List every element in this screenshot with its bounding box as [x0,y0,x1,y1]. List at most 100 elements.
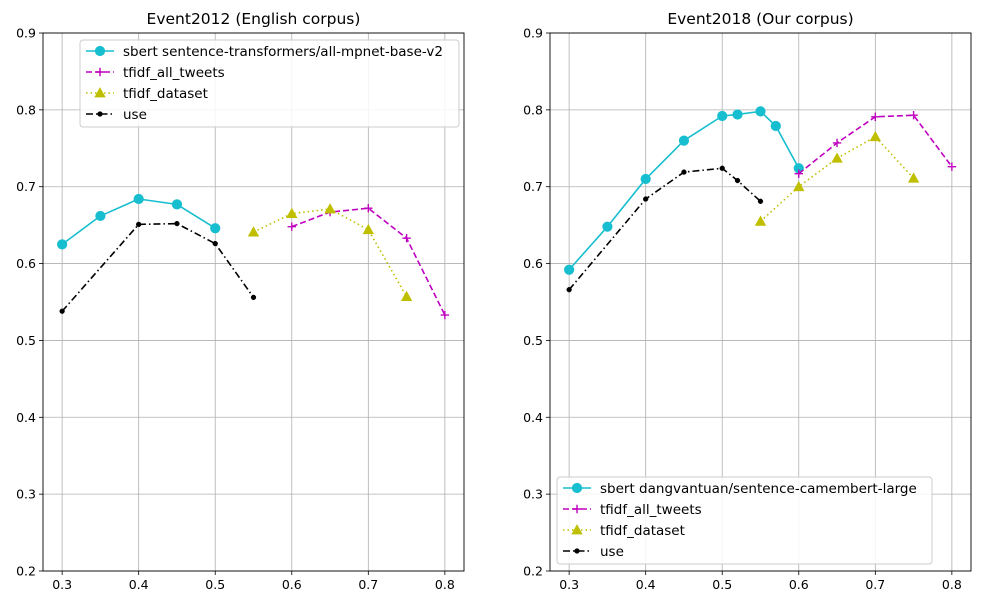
y-tick-label: 0.8 [523,102,543,117]
data-point [564,264,575,275]
y-tick-label: 0.3 [16,487,36,502]
y-tick-label: 0.6 [16,256,36,271]
data-point [174,220,180,227]
data-point [909,111,918,120]
legend-swatch-marker [574,548,580,554]
series-line [568,110,800,271]
data-point [719,165,725,171]
legend-label: sbert dangvantuan/sentence-camembert-lar… [600,481,917,497]
data-point [133,193,144,205]
data-point [869,130,881,142]
chart-title: Event2012 (English corpus) [147,10,361,28]
legend-swatch-marker [571,482,583,494]
series-1 [564,106,804,275]
x-tick-label: 0.5 [712,577,732,592]
y-tick-label: 0.7 [523,179,543,194]
legend-label: use [600,544,624,560]
chart-title: Event2018 (Our corpus) [667,10,853,28]
legend-box [556,476,933,565]
series-line [253,208,408,298]
series-1 [57,193,221,250]
series-3 [247,203,413,302]
series-3 [754,130,920,226]
legend-label: tfidf_dataset [123,86,208,102]
legend: sbert dangvantuan/sentence-camembert-lar… [556,476,933,565]
legend-label: sbert sentence-transformers/all-mpnet-ba… [123,44,443,60]
x-tick-label: 0.6 [282,577,302,592]
x-tick-label: 0.8 [942,577,962,592]
x-tick-label: 0.4 [636,577,656,592]
data-point [832,138,842,148]
y-tick-label: 0.3 [523,487,543,502]
legend-label: tfidf_dataset [600,523,685,539]
data-point [754,215,767,226]
x-tick-label: 0.3 [52,577,72,592]
data-point [871,112,880,121]
data-point [324,203,336,214]
x-tick-label: 0.7 [358,577,378,592]
data-point [250,294,257,301]
data-point [717,110,728,122]
legend-label: tfidf_all_tweets [600,502,702,518]
data-point [566,287,572,293]
chart-panel-2: Event2018 (Our corpus) 0.3 0.4 0.5 0.6 0.7 0.8… [523,10,972,592]
data-point [678,135,690,146]
legend-swatch-marker [571,524,583,535]
data-point [286,207,298,219]
y-tick-label: 0.4 [16,410,36,425]
y-tick-label: 0.7 [16,179,36,194]
series-line [759,135,915,222]
data-point [831,152,843,163]
data-point [734,177,741,184]
y-tick-label: 0.2 [523,564,543,579]
data-point [95,210,106,222]
data-point [440,310,450,320]
data-point [362,223,374,235]
legend-swatch-marker [95,67,105,77]
data-point [757,198,764,204]
data-point [287,222,296,231]
series-line [291,207,446,316]
data-point [794,169,803,178]
series-line [61,222,255,312]
data-point [640,173,651,185]
legend-swatch-marker [94,87,106,98]
data-point [732,109,743,120]
data-point [57,239,68,250]
data-point [364,204,373,213]
data-point [212,240,218,247]
legend: sbert sentence-transformers/all-mpnet-ba… [79,39,460,128]
y-tick-label: 0.5 [16,333,36,348]
series-4 [566,165,764,293]
y-tick-label: 0.9 [523,26,543,41]
data-point [681,169,687,175]
x-tick-label: 0.5 [205,577,225,592]
x-tick-label: 0.3 [559,577,579,592]
y-tick-label: 0.8 [16,102,36,117]
series-4 [59,220,257,314]
data-point [907,172,920,183]
data-point [602,221,613,232]
data-point [171,199,183,210]
data-point [793,180,805,192]
data-point [136,221,142,228]
legend-label: tfidf_all_tweets [123,65,225,81]
data-point [755,106,766,117]
data-point [400,290,413,302]
plot-frame [42,32,465,572]
y-tick-label: 0.9 [16,26,36,41]
chart-panel-1: Event2012 (English corpus) 0.3 0.4 0.5 0.6 0.… [16,10,465,592]
data-point [770,120,781,132]
data-point [210,223,221,234]
x-tick-label: 0.4 [129,577,149,592]
legend-swatch-marker [572,504,582,514]
data-point [402,234,411,243]
series-line [568,167,762,291]
data-point [643,196,649,202]
data-point [947,162,957,171]
legend-label: use [123,107,147,123]
legend-box [79,39,460,128]
data-point [247,226,260,237]
series-2 [794,111,957,178]
